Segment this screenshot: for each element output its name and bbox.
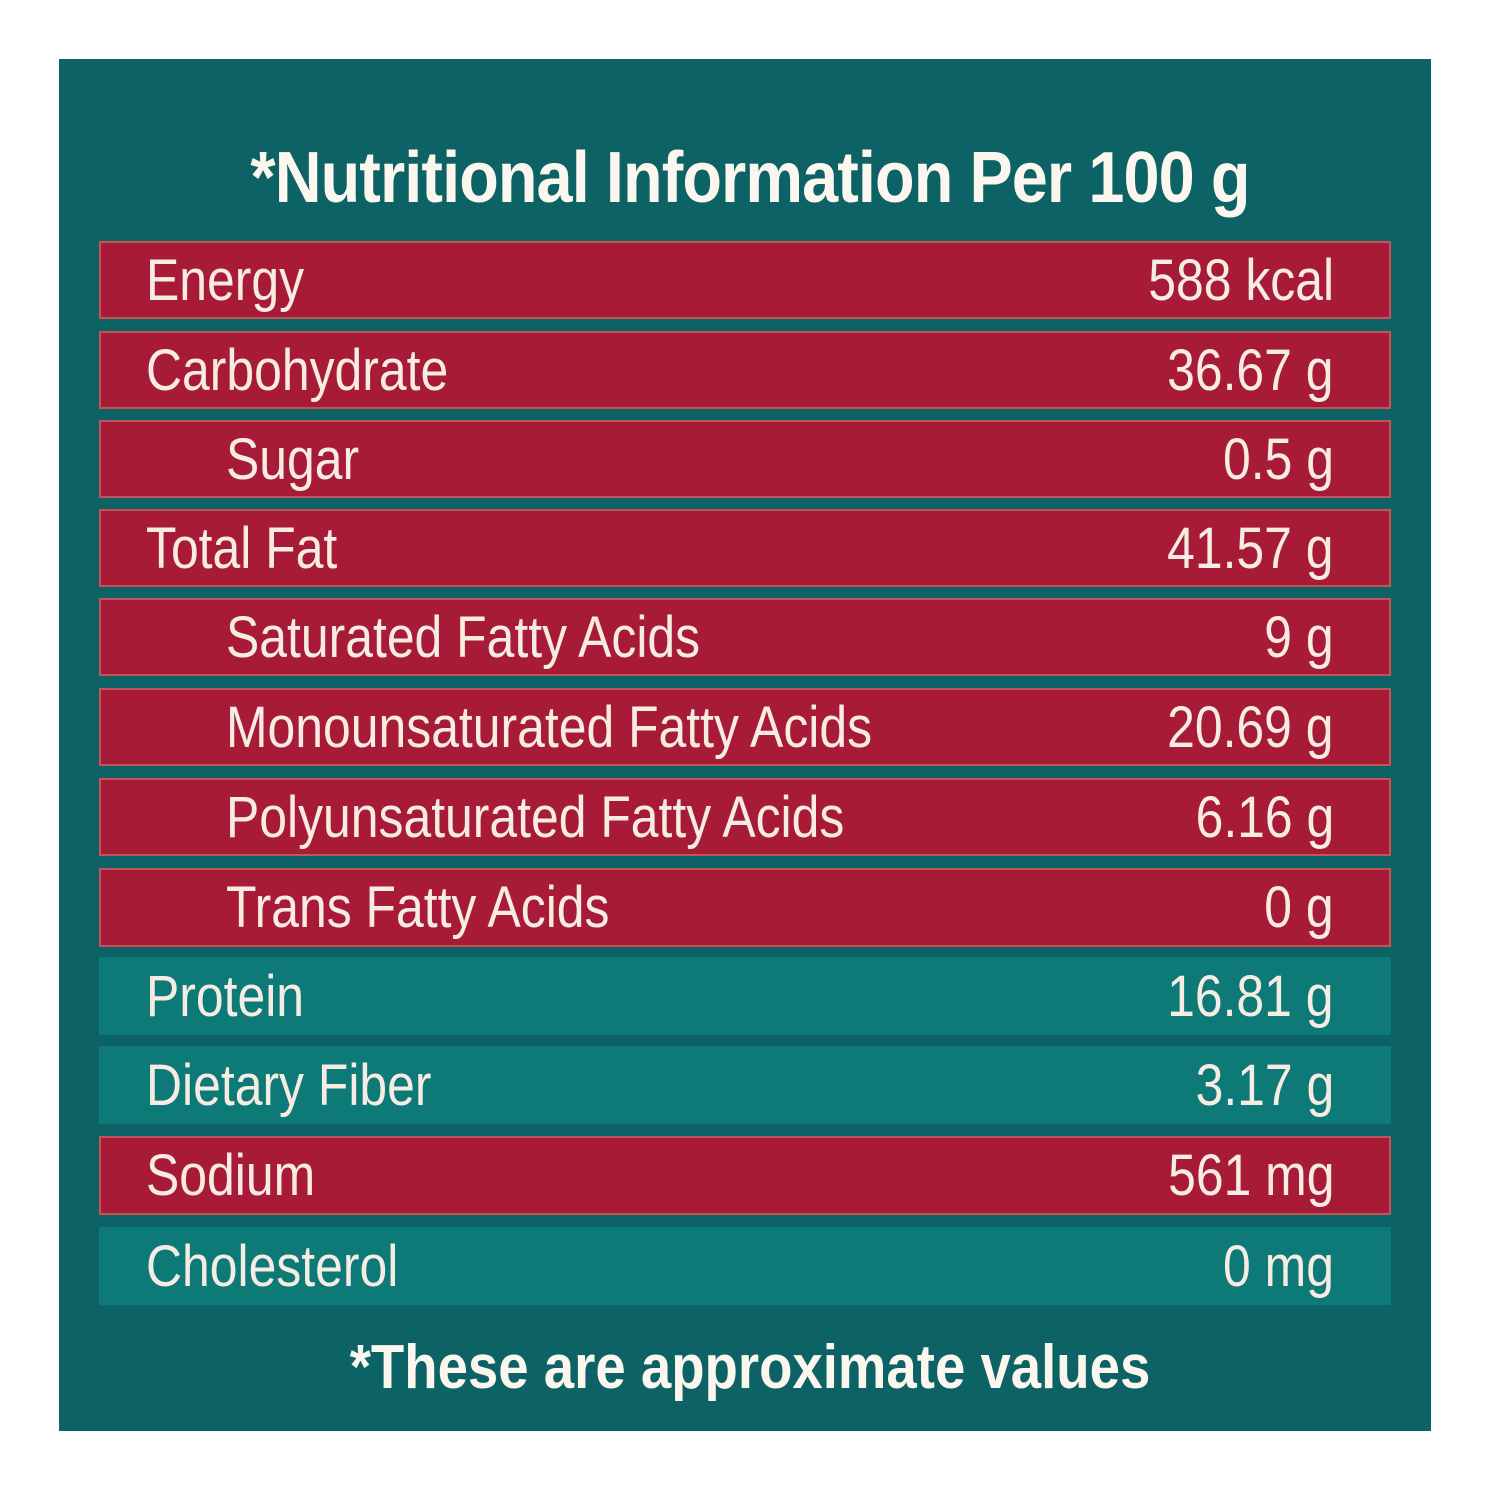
nutrient-label: Sodium [146, 1143, 316, 1208]
nutrient-row-sugar: Sugar 0.5 g [99, 420, 1391, 498]
nutrient-label: Polyunsaturated Fatty Acids [226, 784, 845, 850]
nutrient-row-sodium: Sodium 561 mg [99, 1136, 1391, 1215]
nutrient-value: 6.16 g [1195, 784, 1334, 850]
nutrient-row-monounsaturated-fatty-acids: Monounsaturated Fatty Acids 20.69 g [99, 688, 1391, 766]
nutrition-title: *Nutritional Information Per 100 g [250, 138, 1250, 218]
nutrient-label: Protein [146, 963, 305, 1029]
nutrient-value: 588 kcal [1148, 247, 1334, 313]
nutrient-label: Carbohydrate [146, 337, 449, 403]
nutrient-label: Monounsaturated Fatty Acids [226, 694, 873, 760]
nutrient-value: 0.5 g [1223, 426, 1334, 492]
nutrient-value: 41.57 g [1167, 515, 1334, 581]
nutrient-row-total-fat: Total Fat 41.57 g [99, 509, 1391, 587]
nutrient-row-carbohydrate: Carbohydrate 36.67 g [99, 331, 1391, 409]
nutrient-value: 0 mg [1223, 1233, 1334, 1299]
nutrient-value: 0 g [1264, 875, 1334, 940]
nutrient-row-polyunsaturated-fatty-acids: Polyunsaturated Fatty Acids 6.16 g [99, 778, 1391, 856]
nutrient-row-trans-fatty-acids: Trans Fatty Acids 0 g [99, 868, 1391, 947]
nutrient-row-protein: Protein 16.81 g [99, 957, 1391, 1035]
nutrient-label: Total Fat [146, 515, 338, 581]
nutrient-value: 9 g [1264, 604, 1334, 670]
nutrient-row-dietary-fiber: Dietary Fiber 3.17 g [99, 1046, 1391, 1124]
nutrient-row-energy: Energy 588 kcal [99, 241, 1391, 319]
nutrient-value: 36.67 g [1167, 337, 1334, 403]
footnote-approximate-values: *These are approximate values [349, 1333, 1151, 1402]
nutrient-label: Sugar [226, 426, 360, 492]
nutrient-value: 561 mg [1167, 1143, 1334, 1208]
nutrient-label: Cholesterol [146, 1233, 399, 1299]
nutrient-label: Energy [146, 247, 305, 313]
nutrient-label: Dietary Fiber [146, 1052, 432, 1118]
nutrient-value: 20.69 g [1167, 694, 1334, 760]
nutrient-label: Saturated Fatty Acids [226, 604, 701, 670]
nutrient-row-cholesterol: Cholesterol 0 mg [99, 1227, 1391, 1305]
nutrient-value: 3.17 g [1195, 1052, 1334, 1118]
nutrient-label: Trans Fatty Acids [226, 875, 610, 940]
nutrient-row-saturated-fatty-acids: Saturated Fatty Acids 9 g [99, 598, 1391, 676]
nutrient-value: 16.81 g [1167, 963, 1334, 1029]
